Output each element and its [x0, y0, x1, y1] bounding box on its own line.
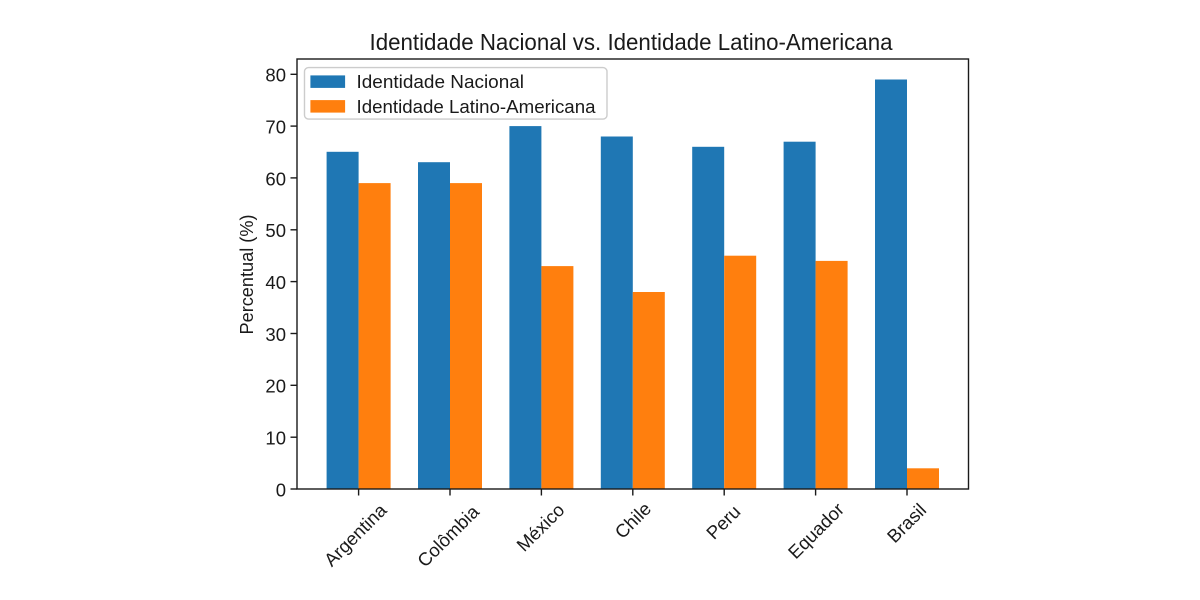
svg-text:70: 70	[265, 117, 286, 138]
svg-text:30: 30	[265, 324, 286, 345]
svg-text:Identidade Nacional: Identidade Nacional	[357, 71, 525, 92]
svg-text:20: 20	[265, 376, 286, 397]
svg-text:60: 60	[265, 168, 286, 189]
svg-text:50: 50	[265, 220, 286, 241]
svg-text:Identidade Latino-Americana: Identidade Latino-Americana	[357, 96, 597, 117]
svg-text:80: 80	[265, 65, 286, 86]
svg-text:10: 10	[265, 428, 286, 449]
svg-text:40: 40	[265, 272, 286, 293]
svg-text:0: 0	[276, 479, 286, 500]
svg-text:Identidade Nacional vs. Identi: Identidade Nacional vs. Identidade Latin…	[370, 29, 894, 55]
svg-text:Percentual (%): Percentual (%)	[236, 214, 257, 334]
